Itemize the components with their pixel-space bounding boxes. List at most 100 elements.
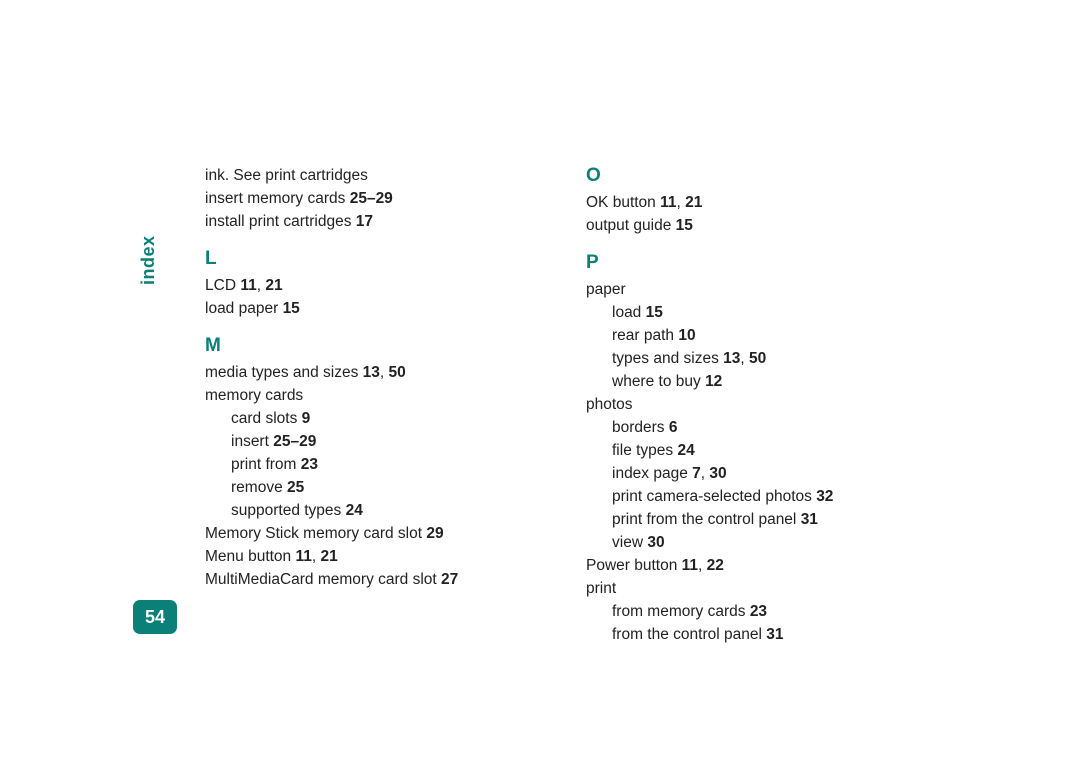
entry-text: insert memory cards bbox=[205, 190, 350, 207]
index-subentry: view 30 bbox=[586, 531, 921, 554]
page-ref: 15 bbox=[646, 304, 663, 321]
index-subentry: supported types 24 bbox=[205, 499, 540, 522]
section-letter: M bbox=[205, 334, 540, 357]
entry-text: memory cards bbox=[205, 387, 303, 404]
page-ref: 50 bbox=[389, 364, 406, 381]
entry-text: Power button bbox=[586, 557, 682, 574]
index-entry: memory cards bbox=[205, 384, 540, 407]
index-entry: Memory Stick memory card slot 29 bbox=[205, 522, 540, 545]
page-ref: 23 bbox=[750, 603, 767, 620]
entry-text: view bbox=[612, 534, 647, 551]
index-entry: Menu button 11, 21 bbox=[205, 545, 540, 568]
entry-text: photos bbox=[586, 396, 633, 413]
index-entry: OK button 11, 21 bbox=[586, 191, 921, 214]
index-subentry: print from 23 bbox=[205, 453, 540, 476]
index-column: ink. See print cartridges insert memory c… bbox=[205, 164, 540, 646]
entry-text: OK button bbox=[586, 194, 660, 211]
index-subentry: remove 25 bbox=[205, 476, 540, 499]
page-ref: 11 bbox=[240, 277, 256, 294]
page-ref: 10 bbox=[678, 327, 695, 344]
ref-separator: , bbox=[380, 364, 389, 381]
index-page: index 54 ink. See print cartridges insert… bbox=[0, 0, 1080, 780]
index-subentry: load 15 bbox=[586, 301, 921, 324]
page-ref: 22 bbox=[707, 557, 724, 574]
index-subentry: borders 6 bbox=[586, 416, 921, 439]
side-label-index: index bbox=[138, 235, 159, 285]
page-ref: 32 bbox=[816, 488, 833, 505]
page-ref: 11 bbox=[682, 557, 698, 574]
entry-text: supported types bbox=[231, 502, 346, 519]
page-ref: 21 bbox=[321, 548, 338, 565]
page-ref: 23 bbox=[301, 456, 318, 473]
index-entry: LCD 11, 21 bbox=[205, 274, 540, 297]
entry-text: media types and sizes bbox=[205, 364, 363, 381]
entry-text: paper bbox=[586, 281, 626, 298]
index-subentry: index page 7, 30 bbox=[586, 462, 921, 485]
entry-text: index page bbox=[612, 465, 692, 482]
page-ref: 21 bbox=[685, 194, 702, 211]
entry-text: print from the control panel bbox=[612, 511, 801, 528]
index-subentry: types and sizes 13, 50 bbox=[586, 347, 921, 370]
entry-text: load paper bbox=[205, 300, 283, 317]
index-subentry: from memory cards 23 bbox=[586, 600, 921, 623]
entry-text: Memory Stick memory card slot bbox=[205, 525, 426, 542]
index-entry: paper bbox=[586, 278, 921, 301]
page-ref: 12 bbox=[705, 373, 722, 390]
index-entry: install print cartridges 17 bbox=[205, 210, 540, 233]
index-subentry: where to buy 12 bbox=[586, 370, 921, 393]
index-entry: ink. See print cartridges bbox=[205, 164, 540, 187]
entry-text: load bbox=[612, 304, 646, 321]
entry-text: file types bbox=[612, 442, 677, 459]
entry-text: borders bbox=[612, 419, 669, 436]
index-subentry: from the control panel 31 bbox=[586, 623, 921, 646]
index-entry: load paper 15 bbox=[205, 297, 540, 320]
page-ref: 25–29 bbox=[350, 190, 393, 207]
entry-text: print bbox=[586, 580, 616, 597]
entry-text: LCD bbox=[205, 277, 240, 294]
section-letter: P bbox=[586, 251, 921, 274]
ref-separator: , bbox=[740, 350, 749, 367]
page-ref: 50 bbox=[749, 350, 766, 367]
entry-text: install print cartridges bbox=[205, 213, 356, 230]
page-ref: 17 bbox=[356, 213, 373, 230]
page-ref: 6 bbox=[669, 419, 678, 436]
page-ref: 30 bbox=[647, 534, 664, 551]
entry-text: from the control panel bbox=[612, 626, 766, 643]
page-ref: 31 bbox=[766, 626, 783, 643]
page-ref: 25 bbox=[287, 479, 304, 496]
index-entry: print bbox=[586, 577, 921, 600]
entry-text: remove bbox=[231, 479, 287, 496]
index-subentry: rear path 10 bbox=[586, 324, 921, 347]
ref-separator: , bbox=[312, 548, 321, 565]
page-ref: 7 bbox=[692, 465, 701, 482]
page-ref: 13 bbox=[363, 364, 380, 381]
page-ref: 13 bbox=[723, 350, 740, 367]
page-ref: 31 bbox=[801, 511, 818, 528]
page-ref: 15 bbox=[676, 217, 693, 234]
section-letter: L bbox=[205, 247, 540, 270]
index-subentry: print from the control panel 31 bbox=[586, 508, 921, 531]
page-number-badge: 54 bbox=[133, 600, 177, 634]
entry-text: ink. See print cartridges bbox=[205, 167, 368, 184]
page-ref: 25–29 bbox=[273, 433, 316, 450]
page-ref: 27 bbox=[441, 571, 458, 588]
entry-text: Menu button bbox=[205, 548, 295, 565]
entry-text: where to buy bbox=[612, 373, 705, 390]
page-ref: 24 bbox=[346, 502, 363, 519]
index-entry: insert memory cards 25–29 bbox=[205, 187, 540, 210]
section-letter: O bbox=[586, 164, 921, 187]
index-entry: MultiMediaCard memory card slot 27 bbox=[205, 568, 540, 591]
ref-separator: , bbox=[677, 194, 686, 211]
entry-text: print from bbox=[231, 456, 301, 473]
page-ref: 24 bbox=[677, 442, 694, 459]
entry-text: output guide bbox=[586, 217, 676, 234]
index-columns: ink. See print cartridges insert memory c… bbox=[205, 164, 921, 646]
page-ref: 9 bbox=[302, 410, 311, 427]
entry-text: types and sizes bbox=[612, 350, 723, 367]
index-subentry: card slots 9 bbox=[205, 407, 540, 430]
entry-text: from memory cards bbox=[612, 603, 750, 620]
index-entry: media types and sizes 13, 50 bbox=[205, 361, 540, 384]
entry-text: MultiMediaCard memory card slot bbox=[205, 571, 441, 588]
index-entry: Power button 11, 22 bbox=[586, 554, 921, 577]
index-subentry: print camera-selected photos 32 bbox=[586, 485, 921, 508]
